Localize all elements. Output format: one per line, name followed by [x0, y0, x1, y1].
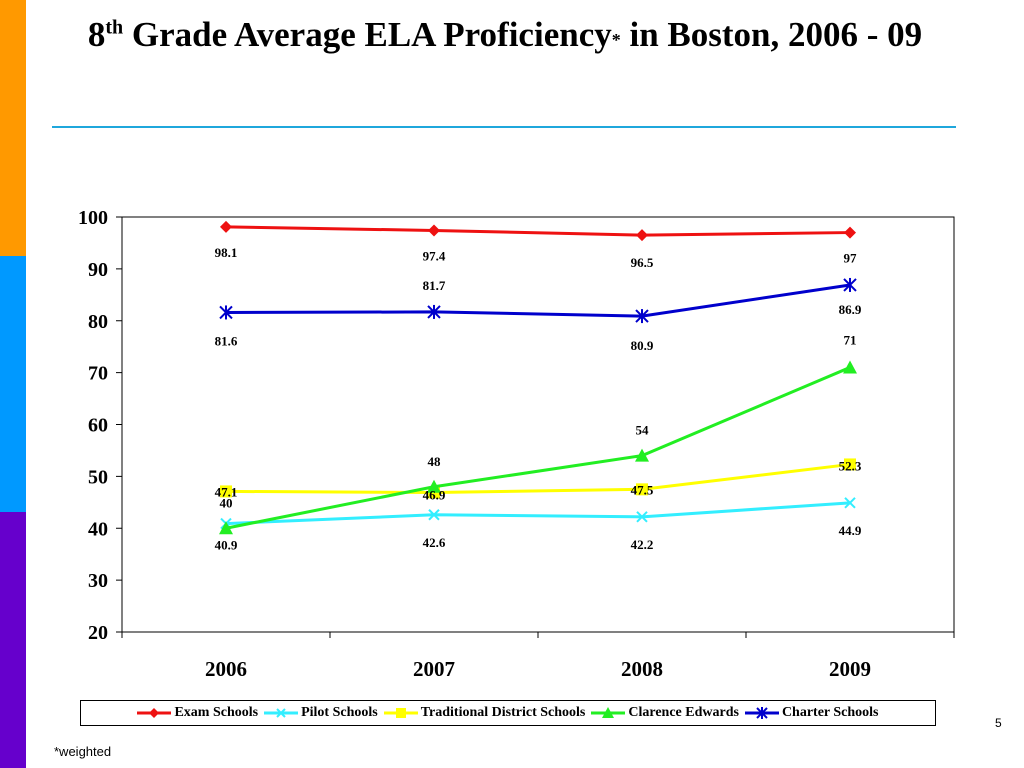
data-label: 47.5: [631, 482, 654, 497]
data-point: [844, 497, 856, 509]
legend-item: Clarence Edwards: [591, 705, 739, 721]
series-line-clarence-edwards: [225, 366, 851, 530]
data-label: 42.2: [631, 537, 654, 552]
title-part3: in Boston, 2006 - 09: [620, 15, 923, 54]
legend-label: Pilot Schools: [301, 705, 378, 720]
legend-label: Clarence Edwards: [628, 705, 739, 720]
legend-label: Traditional District Schools: [420, 705, 586, 720]
title-part2: Grade Average ELA Proficiency: [123, 15, 612, 54]
legend-swatch: [264, 708, 299, 718]
page-number: 5: [995, 716, 1002, 730]
x-tick-label: 2006: [205, 657, 247, 681]
data-label: 40: [220, 495, 233, 510]
data-point: [843, 277, 857, 292]
legend-swatch: [591, 707, 626, 718]
legend-item: Charter Schools: [744, 705, 879, 721]
data-point: [427, 304, 441, 319]
title-superscript: th: [105, 16, 124, 39]
slide-title: 8th Grade Average ELA Proficiency* in Bo…: [40, 12, 970, 63]
data-point: [220, 220, 232, 233]
series-line-pilot-schools: [225, 501, 851, 526]
data-point: [428, 224, 440, 237]
series-line-traditional-district-schools: [225, 462, 851, 494]
data-point: [844, 458, 856, 471]
legend-swatch: [383, 708, 418, 718]
data-point: [843, 360, 857, 374]
plot-area: [121, 216, 955, 633]
legend-label: Exam Schools: [174, 705, 259, 720]
data-label: 80.9: [631, 338, 654, 353]
data-point: [635, 448, 649, 462]
data-label: 86.9: [839, 302, 862, 317]
data-label: 54: [636, 423, 650, 438]
data-label: 81.6: [215, 333, 238, 348]
data-label: 97.4: [423, 248, 446, 263]
y-tick-label: 60: [88, 415, 108, 437]
title-part1: 8: [87, 15, 106, 54]
legend-item: Traditional District Schools: [383, 705, 586, 721]
x-tick-label: 2008: [621, 657, 663, 681]
side-strip-orange: [0, 0, 26, 256]
data-label: 47.1: [215, 484, 238, 499]
legend-label: Charter Schools: [781, 705, 879, 720]
data-label: 44.9: [839, 523, 862, 538]
y-tick-label: 20: [88, 622, 108, 644]
y-tick-label: 50: [88, 466, 108, 488]
data-label: 46.9: [423, 487, 446, 502]
data-label: 96.5: [631, 255, 654, 270]
x-tick-label: 2009: [829, 657, 871, 681]
legend-swatch: [744, 707, 779, 719]
data-point: [428, 509, 440, 521]
data-point: [219, 305, 233, 320]
data-point: [844, 226, 856, 239]
y-tick-label: 40: [88, 518, 108, 540]
data-point: [427, 479, 441, 493]
data-point: [636, 483, 648, 496]
series-line-exam-schools: [225, 225, 851, 237]
data-label: 71: [844, 332, 857, 347]
y-tick-label: 30: [88, 570, 108, 592]
data-label: 81.7: [423, 278, 446, 293]
y-tick-label: 80: [88, 311, 108, 333]
data-label: 98.1: [215, 245, 238, 260]
side-strip-purple: [0, 512, 26, 768]
y-tick-label: 70: [88, 363, 108, 385]
data-point: [636, 511, 648, 523]
data-label: 48: [428, 454, 442, 469]
legend-item: Pilot Schools: [264, 705, 378, 721]
title-asterisk: *: [611, 30, 621, 50]
data-point: [636, 229, 648, 242]
series-line-charter-schools: [225, 283, 851, 318]
chart-legend: Exam Schools Pilot Schools Traditional Dis…: [80, 700, 936, 726]
data-label: 42.6: [423, 535, 446, 550]
footnote: *weighted: [54, 744, 112, 759]
x-tick-label: 2007: [413, 657, 455, 681]
data-point: [220, 485, 232, 498]
title-divider: [52, 126, 956, 128]
data-label: 52.3: [839, 458, 862, 473]
data-label: 40.9: [215, 538, 238, 553]
data-point: [219, 521, 233, 535]
y-tick-label: 90: [88, 259, 108, 281]
legend-item: Exam Schools: [137, 705, 258, 721]
data-point: [635, 309, 649, 324]
side-strip-blue: [0, 256, 26, 512]
y-tick-label: 100: [78, 207, 108, 229]
data-label: 97: [844, 251, 858, 266]
legend-swatch: [137, 708, 172, 718]
